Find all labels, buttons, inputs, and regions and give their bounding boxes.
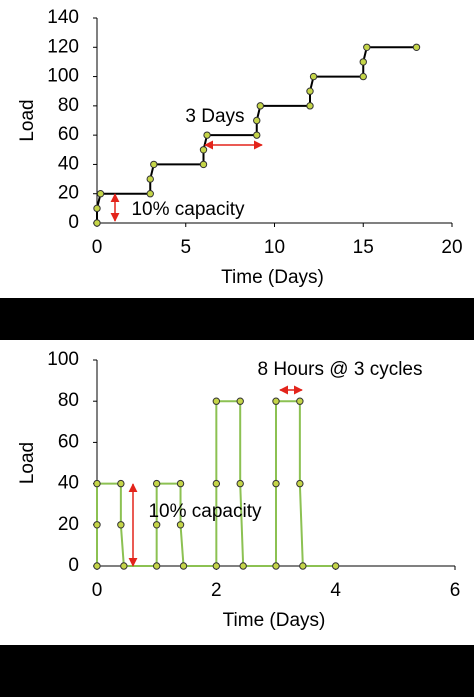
data-point xyxy=(117,479,125,488)
data-point xyxy=(152,521,161,529)
y-tick-label: 100 xyxy=(47,349,79,370)
data-point xyxy=(93,562,101,570)
y-tick-label: 60 xyxy=(58,431,79,452)
data-point xyxy=(253,131,261,139)
data-point xyxy=(412,43,421,51)
data-point xyxy=(359,72,367,81)
data-point xyxy=(117,521,125,529)
data-point xyxy=(253,116,261,125)
data-point xyxy=(272,479,280,488)
data-point xyxy=(212,562,221,570)
bottom-band xyxy=(0,645,474,697)
y-tick-label: 20 xyxy=(58,183,79,204)
data-point xyxy=(212,479,221,488)
y-tick-label: 140 xyxy=(47,7,79,28)
data-point xyxy=(306,87,314,95)
data-point xyxy=(272,562,280,570)
x-axis-title: Time (Days) xyxy=(221,267,324,288)
data-point xyxy=(152,562,161,570)
data-point xyxy=(199,160,208,169)
y-tick-label: 80 xyxy=(58,390,79,411)
data-point xyxy=(146,175,154,183)
data-point xyxy=(212,397,221,405)
annotation: 8 Hours @ 3 cycles xyxy=(257,359,422,380)
annotation: 10% capacity xyxy=(148,501,262,522)
data-point xyxy=(359,58,367,66)
data-point xyxy=(150,160,158,169)
y-tick-label: 60 xyxy=(58,124,79,145)
data-point xyxy=(239,562,247,570)
data-point xyxy=(120,562,128,570)
data-point xyxy=(236,397,244,405)
y-tick-label: 80 xyxy=(58,95,79,116)
data-point xyxy=(179,562,188,570)
data-point xyxy=(93,479,101,488)
y-axis-title: Load xyxy=(17,442,38,484)
x-tick-label: 0 xyxy=(92,237,103,258)
data-point xyxy=(306,102,314,110)
x-tick-label: 20 xyxy=(441,237,462,258)
data-point xyxy=(199,146,208,154)
data-point xyxy=(272,397,280,405)
data-point xyxy=(299,562,307,570)
y-tick-label: 40 xyxy=(58,153,79,174)
data-point xyxy=(93,204,101,213)
x-tick-label: 0 xyxy=(92,580,103,601)
data-point xyxy=(296,479,304,488)
data-point xyxy=(93,219,101,227)
x-tick-label: 2 xyxy=(211,580,222,601)
y-tick-label: 40 xyxy=(58,473,79,494)
annotation: 10% capacity xyxy=(131,199,245,220)
data-point xyxy=(309,72,318,81)
x-tick-label: 10 xyxy=(264,237,285,258)
data-point xyxy=(203,131,211,139)
y-axis-title: Load xyxy=(17,99,38,141)
y-tick-label: 20 xyxy=(58,514,79,535)
data-point xyxy=(331,562,340,570)
y-tick-label: 0 xyxy=(68,212,79,233)
x-tick-label: 6 xyxy=(450,580,461,601)
x-tick-label: 5 xyxy=(180,237,191,258)
annotation: 3 Days xyxy=(185,106,244,127)
data-point xyxy=(256,102,264,110)
data-point xyxy=(146,190,154,198)
y-tick-label: 120 xyxy=(47,36,79,57)
y-tick-label: 100 xyxy=(47,66,79,87)
x-tick-label: 15 xyxy=(353,237,374,258)
data-point xyxy=(296,397,304,405)
x-tick-label: 4 xyxy=(330,580,341,601)
data-point xyxy=(236,479,244,488)
y-tick-label: 0 xyxy=(68,555,79,576)
data-point xyxy=(176,521,185,529)
data-point xyxy=(93,521,101,529)
data-point xyxy=(152,479,161,488)
x-axis-title: Time (Days) xyxy=(223,610,326,631)
data-point xyxy=(176,479,185,488)
data-point xyxy=(96,190,105,198)
separator-band xyxy=(0,298,474,340)
data-point xyxy=(363,43,371,51)
